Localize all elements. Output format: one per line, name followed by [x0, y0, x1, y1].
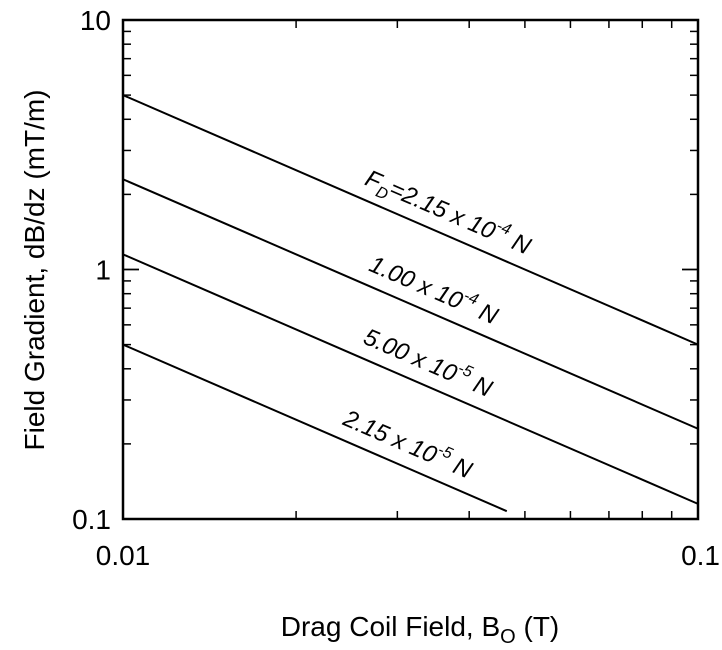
- x-tick-label: 0.01: [96, 540, 151, 571]
- series-label: 1.00 x 10-4 N: [365, 248, 503, 330]
- series-line: [122, 178, 699, 430]
- x-axis-title: Drag Coil Field, BO (T): [281, 611, 560, 648]
- y-axis-title: Field Gradient, dB/dz (mT/m): [19, 90, 50, 451]
- x-axis-title-main: Drag Coil Field, B: [281, 611, 500, 642]
- series-label-group: FD=2.15 x 10-4 N: [360, 162, 537, 264]
- x-axis-title-suffix: (T): [516, 611, 560, 642]
- series-labels: FD=2.15 x 10-4 N1.00 x 10-4 N5.00 x 10-5…: [338, 162, 537, 485]
- series-label-exponent: -5: [435, 442, 455, 463]
- series-label-exponent: -4: [461, 287, 481, 308]
- series-label-exponent: -5: [455, 360, 475, 381]
- series-lines: [122, 94, 699, 513]
- series-line: [122, 94, 699, 346]
- series-label: FD=2.15 x 10-4 N: [360, 162, 537, 264]
- series-label-exponent: -4: [494, 218, 514, 239]
- series-line: [122, 343, 508, 513]
- series-label-group: 2.15 x 10-5 N: [338, 402, 477, 485]
- y-tick-label: 0.1: [72, 504, 111, 535]
- series-label-group: 1.00 x 10-4 N: [365, 248, 503, 331]
- series-line: [122, 253, 699, 505]
- y-tick-label: 1: [95, 255, 111, 286]
- series-label: 2.15 x 10-5 N: [338, 402, 477, 485]
- x-tick-label: 0.1: [681, 540, 720, 571]
- axis-ticks: [122, 19, 699, 520]
- y-tick-label: 10: [80, 5, 111, 36]
- x-axis-title-subscript: O: [500, 626, 516, 648]
- tick-labels: 0.01 0.1 0.1 1 10: [72, 5, 720, 571]
